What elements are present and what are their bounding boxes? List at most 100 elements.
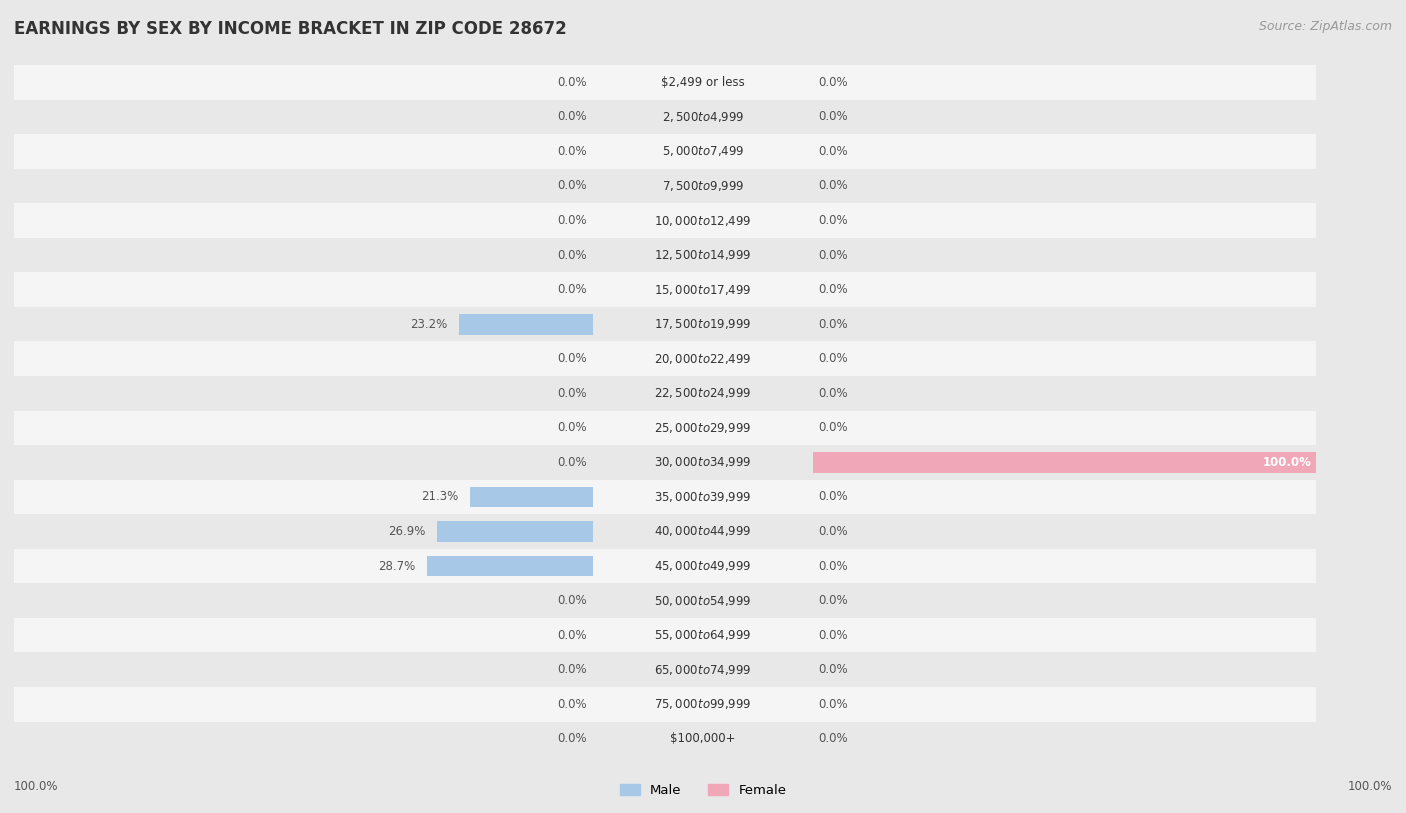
Bar bbox=[14, 549, 593, 584]
Bar bbox=[14, 307, 593, 341]
Text: $25,000 to $29,999: $25,000 to $29,999 bbox=[654, 421, 752, 435]
Text: 0.0%: 0.0% bbox=[557, 249, 586, 262]
Bar bbox=[14, 168, 593, 203]
Bar bbox=[813, 237, 1316, 272]
Text: 0.0%: 0.0% bbox=[557, 111, 586, 124]
Bar bbox=[813, 445, 1316, 480]
Text: 0.0%: 0.0% bbox=[818, 214, 848, 227]
Text: $7,500 to $9,999: $7,500 to $9,999 bbox=[662, 179, 744, 193]
Bar bbox=[14, 652, 593, 687]
Text: 0.0%: 0.0% bbox=[557, 283, 586, 296]
Bar bbox=[14, 411, 593, 445]
Text: 0.0%: 0.0% bbox=[818, 283, 848, 296]
Bar bbox=[813, 341, 1316, 376]
Text: 0.0%: 0.0% bbox=[818, 352, 848, 365]
Bar bbox=[14, 584, 593, 618]
Bar bbox=[593, 687, 813, 722]
Bar bbox=[593, 652, 813, 687]
Bar bbox=[813, 272, 1316, 307]
Text: 0.0%: 0.0% bbox=[818, 421, 848, 434]
Text: 0.0%: 0.0% bbox=[557, 387, 586, 400]
Bar bbox=[593, 237, 813, 272]
Bar bbox=[14, 341, 593, 376]
Bar bbox=[813, 452, 1316, 472]
Text: 0.0%: 0.0% bbox=[557, 76, 586, 89]
Text: 0.0%: 0.0% bbox=[818, 663, 848, 676]
Bar bbox=[593, 307, 813, 341]
Bar bbox=[593, 99, 813, 134]
Legend: Male, Female: Male, Female bbox=[614, 778, 792, 802]
Bar bbox=[593, 341, 813, 376]
Bar bbox=[813, 376, 1316, 411]
Text: 0.0%: 0.0% bbox=[557, 214, 586, 227]
Text: 0.0%: 0.0% bbox=[557, 421, 586, 434]
Text: 0.0%: 0.0% bbox=[818, 318, 848, 331]
Text: 0.0%: 0.0% bbox=[557, 352, 586, 365]
Text: 0.0%: 0.0% bbox=[557, 628, 586, 641]
Text: $40,000 to $44,999: $40,000 to $44,999 bbox=[654, 524, 752, 538]
Text: $100,000+: $100,000+ bbox=[671, 733, 735, 746]
Bar bbox=[813, 307, 1316, 341]
Text: 0.0%: 0.0% bbox=[818, 733, 848, 746]
Text: 0.0%: 0.0% bbox=[557, 145, 586, 158]
Bar bbox=[14, 65, 593, 99]
Bar bbox=[593, 134, 813, 168]
Bar bbox=[593, 168, 813, 203]
Bar bbox=[458, 314, 593, 334]
Bar bbox=[813, 722, 1316, 756]
Text: 0.0%: 0.0% bbox=[818, 145, 848, 158]
Text: $65,000 to $74,999: $65,000 to $74,999 bbox=[654, 663, 752, 676]
Text: 0.0%: 0.0% bbox=[557, 180, 586, 193]
Text: 0.0%: 0.0% bbox=[818, 525, 848, 538]
Bar bbox=[593, 549, 813, 584]
Text: $50,000 to $54,999: $50,000 to $54,999 bbox=[654, 593, 752, 607]
Bar bbox=[813, 549, 1316, 584]
Text: 0.0%: 0.0% bbox=[557, 663, 586, 676]
Bar bbox=[593, 480, 813, 514]
Text: $55,000 to $64,999: $55,000 to $64,999 bbox=[654, 628, 752, 642]
Text: $35,000 to $39,999: $35,000 to $39,999 bbox=[654, 490, 752, 504]
Text: 0.0%: 0.0% bbox=[818, 76, 848, 89]
Text: 0.0%: 0.0% bbox=[557, 698, 586, 711]
Text: 100.0%: 100.0% bbox=[14, 780, 59, 793]
Text: 21.3%: 21.3% bbox=[420, 490, 458, 503]
Bar bbox=[593, 584, 813, 618]
Bar bbox=[593, 618, 813, 652]
Bar bbox=[593, 272, 813, 307]
Bar bbox=[813, 480, 1316, 514]
Text: 0.0%: 0.0% bbox=[818, 180, 848, 193]
Text: EARNINGS BY SEX BY INCOME BRACKET IN ZIP CODE 28672: EARNINGS BY SEX BY INCOME BRACKET IN ZIP… bbox=[14, 20, 567, 38]
Bar bbox=[14, 722, 593, 756]
Text: 0.0%: 0.0% bbox=[818, 698, 848, 711]
Text: 100.0%: 100.0% bbox=[1263, 456, 1312, 469]
Bar bbox=[593, 722, 813, 756]
Bar bbox=[14, 203, 593, 237]
Text: $5,000 to $7,499: $5,000 to $7,499 bbox=[662, 145, 744, 159]
Bar bbox=[14, 618, 593, 652]
Text: $2,499 or less: $2,499 or less bbox=[661, 76, 745, 89]
Text: 0.0%: 0.0% bbox=[818, 559, 848, 572]
Text: $12,500 to $14,999: $12,500 to $14,999 bbox=[654, 248, 752, 262]
Text: 0.0%: 0.0% bbox=[557, 733, 586, 746]
Text: $2,500 to $4,999: $2,500 to $4,999 bbox=[662, 110, 744, 124]
Bar bbox=[593, 376, 813, 411]
Bar bbox=[813, 99, 1316, 134]
Text: 0.0%: 0.0% bbox=[818, 490, 848, 503]
Bar bbox=[813, 134, 1316, 168]
Bar bbox=[813, 65, 1316, 99]
Text: 0.0%: 0.0% bbox=[557, 594, 586, 607]
Bar bbox=[14, 687, 593, 722]
Bar bbox=[14, 376, 593, 411]
Bar bbox=[14, 480, 593, 514]
Text: $75,000 to $99,999: $75,000 to $99,999 bbox=[654, 698, 752, 711]
Text: Source: ZipAtlas.com: Source: ZipAtlas.com bbox=[1258, 20, 1392, 33]
Text: $17,500 to $19,999: $17,500 to $19,999 bbox=[654, 317, 752, 331]
Text: 26.9%: 26.9% bbox=[388, 525, 426, 538]
Text: 0.0%: 0.0% bbox=[818, 387, 848, 400]
Text: $10,000 to $12,499: $10,000 to $12,499 bbox=[654, 214, 752, 228]
Text: 23.2%: 23.2% bbox=[409, 318, 447, 331]
Bar bbox=[593, 411, 813, 445]
Text: $22,500 to $24,999: $22,500 to $24,999 bbox=[654, 386, 752, 400]
Text: 100.0%: 100.0% bbox=[1347, 780, 1392, 793]
Text: 0.0%: 0.0% bbox=[818, 628, 848, 641]
